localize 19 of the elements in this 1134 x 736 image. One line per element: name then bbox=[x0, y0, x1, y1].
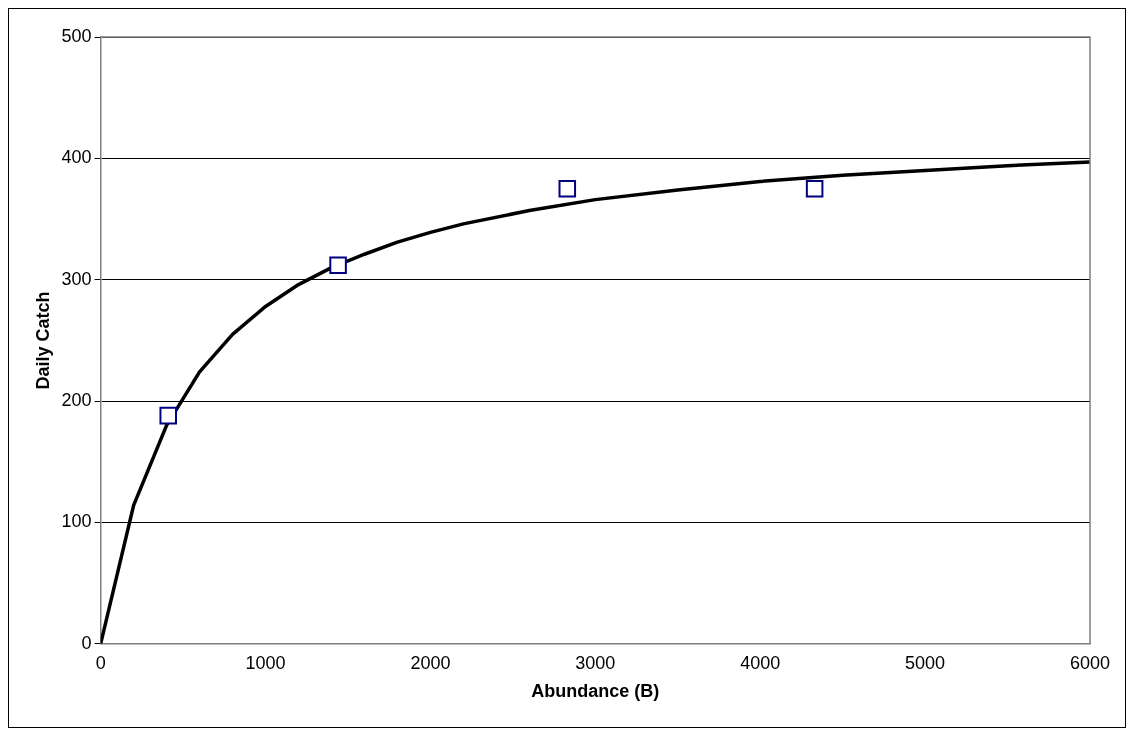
x-tick-label: 2000 bbox=[410, 652, 451, 673]
x-tick-label: 1000 bbox=[245, 652, 286, 673]
point bbox=[805, 179, 824, 198]
x-tick-label: 4000 bbox=[740, 652, 781, 673]
x-tick-label: 5000 bbox=[905, 652, 946, 673]
y-tick-label: 0 bbox=[81, 632, 92, 653]
x-axis-title: Abundance (B) bbox=[531, 681, 660, 702]
point bbox=[329, 256, 347, 274]
x-tick-label: 6000 bbox=[1069, 652, 1111, 673]
y-tick-label: 200 bbox=[61, 390, 92, 411]
point bbox=[558, 179, 577, 198]
y-tick-label: 100 bbox=[61, 511, 92, 532]
point bbox=[159, 406, 178, 425]
y-tick-label: 400 bbox=[61, 147, 92, 168]
x-tick-label: 0 bbox=[95, 652, 106, 673]
y-tick-label: 300 bbox=[61, 268, 92, 289]
y-axis-title: Daily Catch bbox=[32, 291, 53, 390]
y-tick-label: 500 bbox=[61, 25, 92, 46]
x-tick-label: 3000 bbox=[575, 652, 616, 673]
